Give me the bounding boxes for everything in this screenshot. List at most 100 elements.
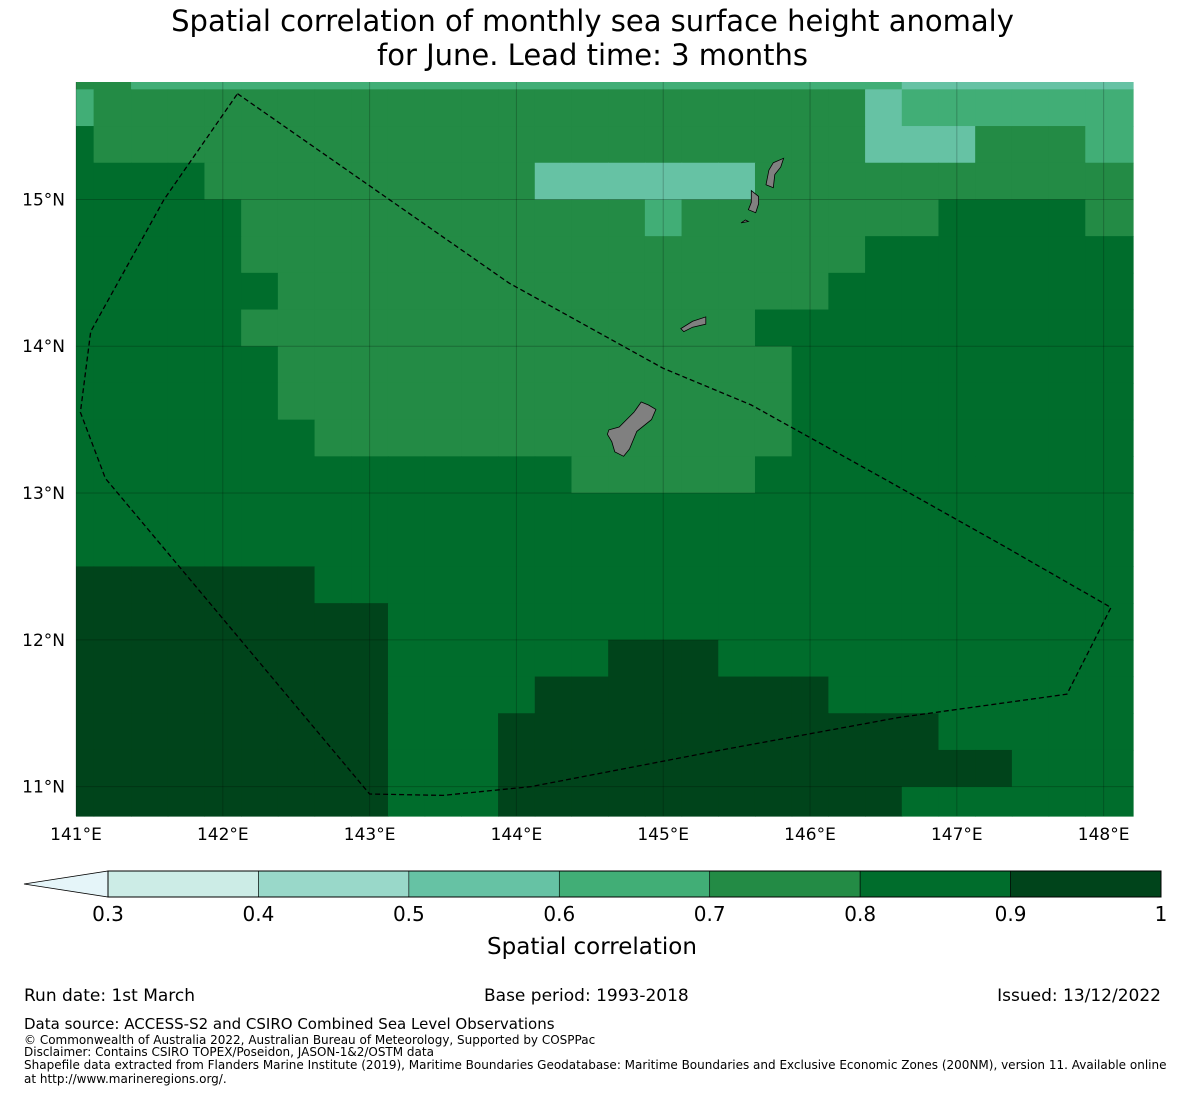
grid-cell	[571, 199, 609, 237]
grid-cell	[754, 603, 793, 641]
grid-cell	[681, 713, 719, 751]
lon-tick-label: 143°E	[344, 825, 396, 845]
grid-cell	[718, 493, 756, 531]
island-aguijan	[740, 219, 750, 224]
lat-tick-label: 12°N	[22, 631, 65, 651]
grid-cell	[167, 346, 206, 384]
grid-cell	[534, 456, 573, 494]
grid-cell	[901, 566, 940, 604]
grid-cell	[718, 199, 756, 237]
grid-cell	[424, 419, 462, 457]
grid-cell	[131, 529, 169, 568]
grid-cell	[828, 82, 866, 90]
colorbar-label: Spatial correlation	[487, 934, 697, 960]
grid-cell	[534, 603, 573, 641]
grid-cell	[571, 786, 609, 817]
grid-cell	[1048, 566, 1086, 604]
island-rota	[680, 316, 707, 333]
grid-cell	[93, 493, 132, 531]
grid-cell	[828, 713, 866, 751]
grid-cell	[76, 346, 95, 384]
grid-cell	[644, 272, 683, 311]
grid-cell	[351, 126, 389, 164]
grid-cell	[975, 236, 1013, 274]
grid-cell	[314, 346, 352, 384]
grid-cell	[461, 713, 499, 751]
grid-cell	[534, 199, 573, 237]
grid-cell	[681, 456, 719, 494]
grid-cell	[387, 566, 426, 604]
grid-cell	[204, 749, 242, 788]
grid-cell	[461, 89, 499, 127]
grid-cell	[571, 456, 609, 494]
grid-cell	[204, 236, 242, 274]
grid-cell	[1048, 529, 1086, 568]
grid-cell	[571, 529, 609, 568]
grid-cell	[681, 529, 719, 568]
grid-cell	[204, 566, 242, 604]
grid-cell	[901, 529, 940, 568]
grid-cell	[1085, 89, 1134, 127]
grid-cell	[901, 456, 940, 494]
colorbar-under-arrow	[23, 870, 109, 898]
grid-cell	[314, 566, 352, 604]
grid-cell	[718, 272, 756, 311]
grid-cell	[167, 309, 206, 347]
grid-cell	[534, 749, 573, 788]
grid-cell	[865, 603, 903, 641]
grid-cell	[938, 713, 976, 751]
grid-cell	[314, 236, 352, 274]
grid-cell	[498, 236, 536, 274]
grid-cell	[204, 786, 242, 817]
grid-cell	[204, 676, 242, 714]
grid-cell	[828, 382, 866, 421]
grid-cell	[241, 309, 279, 347]
grid-cell	[93, 89, 132, 127]
grid-cell	[241, 456, 279, 494]
grid-cell	[93, 236, 132, 274]
grid-cell	[1048, 603, 1086, 641]
colorbar-tick-label: 0.8	[844, 902, 876, 926]
grid-cell	[461, 493, 499, 531]
correlation-grid	[76, 82, 1134, 817]
grid-cell	[277, 199, 316, 237]
grid-cell	[938, 566, 976, 604]
grid-cell	[424, 713, 462, 751]
grid-cell	[241, 786, 279, 817]
eez-boundary	[79, 93, 1112, 797]
grid-cell	[131, 199, 169, 237]
grid-cell	[1085, 346, 1134, 384]
grid-cell	[167, 162, 206, 201]
grid-cell	[681, 272, 719, 311]
grid-cell	[277, 126, 316, 164]
grid-cell	[938, 82, 976, 90]
grid-cell	[865, 162, 903, 201]
grid-cell	[791, 199, 829, 237]
grid-cell	[424, 456, 462, 494]
disclaimer: Disclaimer: Contains CSIRO TOPEX/Poseido…	[24, 1045, 434, 1059]
grid-cell	[901, 236, 940, 274]
grid-cell	[534, 309, 573, 347]
grid-cell	[828, 786, 866, 817]
grid-cell	[608, 566, 646, 604]
grid-cell	[681, 676, 719, 714]
grid-cell	[1048, 749, 1086, 788]
grid-cell	[93, 603, 132, 641]
grid-cell	[865, 419, 903, 457]
grid-cell	[828, 272, 866, 311]
grid-cell	[975, 309, 1013, 347]
grid-cell	[571, 89, 609, 127]
grid-cell	[76, 89, 95, 127]
grid-cell	[718, 382, 756, 421]
grid-cell	[938, 126, 976, 164]
grid-cell	[424, 566, 462, 604]
grid-cell	[754, 639, 793, 678]
grid-cell	[1048, 676, 1086, 714]
grid-cell	[975, 199, 1013, 237]
grid-cell	[828, 456, 866, 494]
grid-cell	[975, 603, 1013, 641]
grid-cell	[76, 199, 95, 237]
lat-tick-label: 14°N	[22, 337, 65, 357]
grid-cell	[865, 456, 903, 494]
grid-cell	[1085, 82, 1134, 90]
